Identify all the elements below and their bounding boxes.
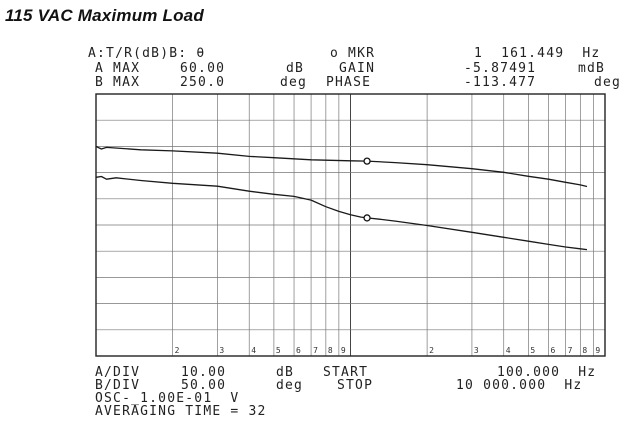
gain-line bbox=[95, 175, 588, 251]
channel-b-param: PHASE bbox=[326, 75, 372, 90]
stop-frequency: 10 000.000 Hz bbox=[456, 378, 583, 393]
channel-a-max: 60.00 bbox=[180, 61, 226, 76]
b-div-label: B/DIV bbox=[95, 378, 141, 393]
data-series bbox=[95, 145, 588, 251]
channel-b-label: B MAX bbox=[95, 75, 141, 90]
x-tick-label: 8 bbox=[328, 346, 333, 355]
b-div-unit: deg bbox=[276, 378, 304, 393]
start-label: START bbox=[323, 365, 369, 380]
plot-frame bbox=[95, 93, 606, 357]
phase-reading: -113.477 bbox=[464, 75, 537, 90]
a-div-value: 10.00 bbox=[181, 365, 227, 380]
x-tick-label: 6 bbox=[551, 346, 556, 355]
gain-reading: -5.87491 bbox=[464, 61, 537, 76]
x-tick-label: 2 bbox=[175, 346, 180, 355]
a-div-label: A/DIV bbox=[95, 365, 141, 380]
page-title: 115 VAC Maximum Load bbox=[5, 6, 204, 25]
averaging-time: AVERAGING TIME = 32 bbox=[95, 404, 267, 419]
marker-point bbox=[363, 214, 371, 222]
x-tick-label: 5 bbox=[276, 346, 281, 355]
x-tick-label: 9 bbox=[595, 346, 600, 355]
x-tick-label: 9 bbox=[341, 346, 346, 355]
channel-a-unit: dB bbox=[286, 61, 305, 76]
phase-reading-unit: deg bbox=[594, 75, 622, 90]
x-tick-label: 6 bbox=[296, 346, 301, 355]
x-tick-label: 8 bbox=[582, 346, 587, 355]
header-mode: A:T/R(dB)B: θ bbox=[88, 46, 206, 61]
x-tick-label: 2 bbox=[429, 346, 434, 355]
x-tick-label: 5 bbox=[530, 346, 535, 355]
x-tick-label: 7 bbox=[313, 346, 318, 355]
marker-label: o MKR bbox=[330, 46, 376, 61]
gain-reading-unit: mdB bbox=[578, 61, 606, 76]
marker-point bbox=[363, 157, 371, 165]
channel-b-unit: deg bbox=[280, 75, 308, 90]
oscillator-level: OSC-_1.00E-01 V bbox=[95, 391, 240, 406]
plot-grid bbox=[96, 94, 605, 356]
marker-frequency: 1 161.449 Hz bbox=[474, 46, 601, 61]
x-tick-label: 3 bbox=[219, 346, 224, 355]
x-tick-label: 4 bbox=[251, 346, 256, 355]
x-tick-label: 7 bbox=[568, 346, 573, 355]
x-tick-label: 3 bbox=[474, 346, 479, 355]
start-frequency: 100.000 Hz bbox=[497, 365, 597, 380]
channel-a-param: GAIN bbox=[339, 61, 376, 76]
a-div-unit: dB bbox=[276, 365, 295, 380]
channel-b-max: 250.0 bbox=[180, 75, 226, 90]
phase-line bbox=[95, 145, 588, 188]
stop-label: STOP bbox=[337, 378, 374, 393]
b-div-value: 50.00 bbox=[181, 378, 227, 393]
x-tick-label: 4 bbox=[506, 346, 511, 355]
channel-a-label: A MAX bbox=[95, 61, 141, 76]
